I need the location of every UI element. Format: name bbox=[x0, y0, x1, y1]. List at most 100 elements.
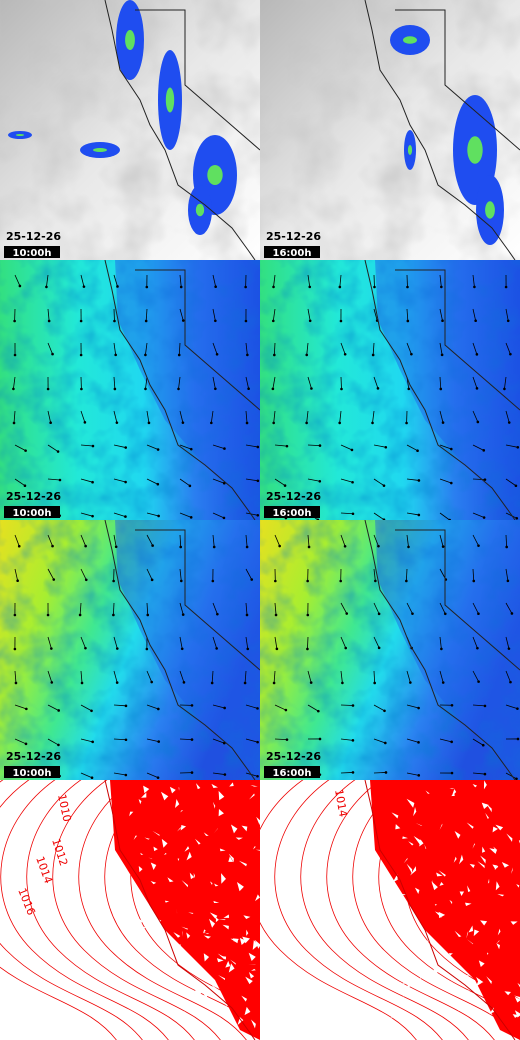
time-label-box bbox=[264, 506, 320, 518]
wind-arrow-head bbox=[46, 387, 50, 391]
wind-arrow bbox=[245, 410, 248, 423]
wind-arrow bbox=[274, 478, 286, 486]
wind-arrow bbox=[274, 704, 287, 711]
wind-arrow bbox=[80, 568, 87, 580]
contour-gap bbox=[477, 861, 485, 869]
wind-arrow bbox=[47, 342, 53, 355]
contour-gap bbox=[396, 894, 400, 899]
contour-gap bbox=[177, 826, 181, 832]
wind-arrow-head bbox=[84, 646, 87, 650]
wind-arrow-head bbox=[212, 545, 216, 549]
time-label: 16:00h bbox=[273, 508, 312, 519]
contour-gap bbox=[434, 904, 438, 906]
contour-gap bbox=[451, 788, 457, 797]
wind-arrow bbox=[505, 410, 510, 423]
contour-gap bbox=[468, 978, 473, 985]
contour-gap bbox=[153, 846, 158, 852]
wind-arrow-head bbox=[406, 319, 410, 323]
contour-gap bbox=[135, 886, 141, 895]
wind-arrow bbox=[472, 772, 485, 775]
wind-arrow bbox=[80, 704, 92, 712]
wind-arrow-head bbox=[157, 740, 161, 743]
contour-gap bbox=[402, 993, 407, 997]
contour-gap bbox=[143, 785, 150, 794]
precip-core bbox=[93, 148, 107, 152]
wind-arrow bbox=[80, 636, 86, 649]
date-label: 25-12-26 bbox=[266, 750, 321, 763]
wind-arrow-head bbox=[351, 480, 354, 484]
wind-arrow-head bbox=[483, 704, 487, 708]
wind-arrow bbox=[245, 738, 258, 743]
contour-gap bbox=[438, 979, 443, 985]
wind-arrow-head bbox=[477, 612, 480, 615]
contour-gap bbox=[436, 872, 443, 877]
contour-gap bbox=[454, 930, 462, 937]
wind-arrow-head bbox=[351, 512, 355, 516]
contour-gap bbox=[218, 975, 226, 981]
wind-arrow bbox=[146, 512, 159, 517]
wind-arrow bbox=[146, 602, 149, 616]
contour-gap bbox=[472, 783, 478, 788]
contour-gap bbox=[243, 915, 251, 920]
state-border bbox=[395, 269, 520, 411]
wind-arrow bbox=[113, 636, 118, 649]
wind-arrow bbox=[373, 534, 379, 547]
wind-arrow-head bbox=[271, 387, 275, 391]
contour-gap bbox=[184, 846, 190, 852]
field-texture bbox=[260, 260, 520, 520]
wind-arrow bbox=[472, 636, 478, 649]
wind-arrow-head bbox=[514, 484, 518, 488]
contour-gap bbox=[424, 844, 427, 850]
wind-arrow bbox=[406, 670, 411, 683]
wind-arrow bbox=[47, 704, 59, 711]
isobar bbox=[78, 780, 247, 1040]
contour-gap bbox=[228, 853, 234, 863]
date-label: 25-12-26 bbox=[6, 750, 61, 763]
wind-arrow bbox=[212, 478, 225, 484]
contour-gap bbox=[150, 862, 157, 870]
wind-arrow bbox=[307, 534, 310, 547]
wind-arrow-head bbox=[13, 319, 16, 323]
wind-arrow bbox=[179, 636, 183, 649]
contour-gap bbox=[460, 1015, 465, 1024]
wind-arrow-head bbox=[371, 421, 374, 425]
isobar bbox=[26, 780, 195, 1040]
contour-gap bbox=[138, 926, 146, 930]
wind-arrow bbox=[373, 738, 386, 744]
contour-gap bbox=[211, 783, 218, 789]
contour-gap bbox=[425, 790, 430, 794]
wind-arrow-head bbox=[18, 284, 22, 288]
wind-arrow bbox=[307, 670, 312, 683]
wind-arrow bbox=[212, 738, 225, 744]
wind-arrow-head bbox=[16, 579, 19, 583]
wind-arrow bbox=[80, 512, 93, 517]
wind-arrow-head bbox=[182, 681, 186, 684]
wind-arrow bbox=[245, 444, 258, 448]
contour-gap bbox=[175, 799, 180, 808]
wind-arrow-head bbox=[13, 353, 17, 357]
isobar bbox=[274, 780, 443, 1040]
wind-arrow-head bbox=[115, 421, 119, 424]
wind-arrow bbox=[146, 478, 158, 485]
wind-arrow bbox=[340, 534, 346, 547]
contour-gap bbox=[217, 953, 226, 960]
contour-gap bbox=[245, 976, 253, 985]
contour-gap bbox=[208, 918, 216, 928]
wind-arrow-head bbox=[283, 484, 287, 487]
wind-arrow-head bbox=[12, 387, 15, 391]
time-label-box bbox=[264, 766, 320, 778]
wind-arrow bbox=[373, 704, 385, 712]
contour-gap bbox=[392, 874, 398, 883]
contour-gap bbox=[497, 928, 501, 936]
wind-arrow bbox=[46, 274, 49, 287]
wind-arrow bbox=[212, 274, 217, 287]
wind-arrow-head bbox=[373, 681, 376, 685]
wind-arrow bbox=[80, 410, 86, 423]
contour-gap bbox=[253, 846, 256, 850]
wind-arrow-head bbox=[244, 285, 247, 289]
wind-arrow bbox=[373, 376, 379, 389]
field-texture bbox=[0, 260, 260, 520]
contour-gap bbox=[517, 982, 520, 988]
contour-gap bbox=[250, 784, 258, 787]
